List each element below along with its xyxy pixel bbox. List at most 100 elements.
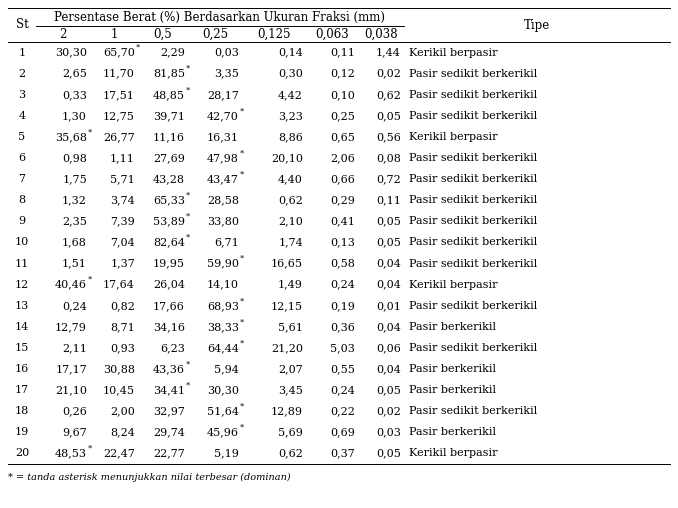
Text: 18: 18 — [15, 406, 29, 416]
Text: 0,04: 0,04 — [376, 279, 401, 290]
Text: 0,62: 0,62 — [278, 449, 303, 458]
Text: 4: 4 — [18, 111, 26, 121]
Text: 51,64: 51,64 — [207, 406, 239, 416]
Text: 38,33: 38,33 — [207, 322, 239, 332]
Text: Kerikil berpasir: Kerikil berpasir — [409, 449, 498, 458]
Text: 6: 6 — [18, 153, 26, 163]
Text: 1,32: 1,32 — [62, 195, 87, 205]
Text: *: * — [88, 129, 92, 136]
Text: 8,24: 8,24 — [110, 427, 135, 437]
Text: Pasir berkerikil: Pasir berkerikil — [409, 427, 496, 437]
Text: Pasir sedikit berkerikil: Pasir sedikit berkerikil — [409, 216, 537, 227]
Text: *: * — [240, 424, 244, 432]
Text: 0,05: 0,05 — [376, 111, 401, 121]
Text: 45,96: 45,96 — [207, 427, 239, 437]
Text: 14: 14 — [15, 322, 29, 332]
Text: 26,04: 26,04 — [153, 279, 185, 290]
Text: Pasir sedikit berkerikil: Pasir sedikit berkerikil — [409, 406, 537, 416]
Text: 32,97: 32,97 — [153, 406, 185, 416]
Text: 0,05: 0,05 — [376, 216, 401, 227]
Text: 9,67: 9,67 — [62, 427, 87, 437]
Text: 0,05: 0,05 — [376, 385, 401, 395]
Text: Pasir sedikit berkerikil: Pasir sedikit berkerikil — [409, 90, 537, 100]
Text: *: * — [186, 234, 191, 242]
Text: 13: 13 — [15, 301, 29, 311]
Text: 0,02: 0,02 — [376, 69, 401, 79]
Text: 17,17: 17,17 — [55, 364, 87, 374]
Text: 0,55: 0,55 — [330, 364, 355, 374]
Text: *: * — [88, 276, 92, 284]
Text: 1,75: 1,75 — [62, 174, 87, 184]
Text: 2,11: 2,11 — [62, 343, 87, 353]
Text: 0,03: 0,03 — [376, 427, 401, 437]
Text: 17,51: 17,51 — [103, 90, 135, 100]
Text: 0,72: 0,72 — [376, 174, 401, 184]
Text: 22,77: 22,77 — [153, 449, 185, 458]
Text: Kerikil berpasir: Kerikil berpasir — [409, 132, 498, 142]
Text: Pasir sedikit berkerikil: Pasir sedikit berkerikil — [409, 69, 537, 79]
Text: *: * — [186, 213, 191, 220]
Text: Persentase Berat (%) Berdasarkan Ukuran Fraksi (mm): Persentase Berat (%) Berdasarkan Ukuran … — [54, 11, 386, 23]
Text: 47,98: 47,98 — [207, 153, 239, 163]
Text: 27,69: 27,69 — [153, 153, 185, 163]
Text: *: * — [240, 255, 244, 263]
Text: 0,69: 0,69 — [330, 427, 355, 437]
Text: 0,33: 0,33 — [62, 90, 87, 100]
Text: 43,28: 43,28 — [153, 174, 185, 184]
Text: *: * — [186, 65, 191, 73]
Text: *: * — [240, 403, 244, 410]
Text: *: * — [240, 107, 244, 115]
Text: 19: 19 — [15, 427, 29, 437]
Text: 20,10: 20,10 — [271, 153, 303, 163]
Text: Pasir sedikit berkerikil: Pasir sedikit berkerikil — [409, 259, 537, 269]
Text: 34,41: 34,41 — [153, 385, 185, 395]
Text: 11,70: 11,70 — [103, 69, 135, 79]
Text: 65,33: 65,33 — [153, 195, 185, 205]
Text: 43,36: 43,36 — [153, 364, 185, 374]
Text: 0,038: 0,038 — [364, 27, 398, 41]
Text: 40,46: 40,46 — [55, 279, 87, 290]
Text: 68,93: 68,93 — [207, 301, 239, 311]
Text: 3,45: 3,45 — [278, 385, 303, 395]
Text: Pasir sedikit berkerikil: Pasir sedikit berkerikil — [409, 174, 537, 184]
Text: 0,62: 0,62 — [376, 90, 401, 100]
Text: 1,51: 1,51 — [62, 259, 87, 269]
Text: 0,29: 0,29 — [330, 195, 355, 205]
Text: 21,20: 21,20 — [271, 343, 303, 353]
Text: 5,71: 5,71 — [111, 174, 135, 184]
Text: 8: 8 — [18, 195, 26, 205]
Text: 1,37: 1,37 — [111, 259, 135, 269]
Text: 1,11: 1,11 — [110, 153, 135, 163]
Text: 5,69: 5,69 — [278, 427, 303, 437]
Text: 0,41: 0,41 — [330, 216, 355, 227]
Text: *: * — [88, 445, 92, 453]
Text: 26,77: 26,77 — [103, 132, 135, 142]
Text: 10: 10 — [15, 237, 29, 247]
Text: 64,44: 64,44 — [207, 343, 239, 353]
Text: * = tanda asterisk menunjukkan nilai terbesar (dominan): * = tanda asterisk menunjukkan nilai ter… — [8, 473, 291, 482]
Text: 2,10: 2,10 — [278, 216, 303, 227]
Text: St: St — [16, 18, 28, 31]
Text: 65,70: 65,70 — [103, 48, 135, 57]
Text: 21,10: 21,10 — [55, 385, 87, 395]
Text: 0,04: 0,04 — [376, 364, 401, 374]
Text: 12,79: 12,79 — [55, 322, 87, 332]
Text: 5,61: 5,61 — [278, 322, 303, 332]
Text: 4,42: 4,42 — [278, 90, 303, 100]
Text: 5,03: 5,03 — [330, 343, 355, 353]
Text: 8,86: 8,86 — [278, 132, 303, 142]
Text: *: * — [240, 339, 244, 347]
Text: 2,06: 2,06 — [330, 153, 355, 163]
Text: 1,74: 1,74 — [278, 237, 303, 247]
Text: 34,16: 34,16 — [153, 322, 185, 332]
Text: 14,10: 14,10 — [207, 279, 239, 290]
Text: Pasir sedikit berkerikil: Pasir sedikit berkerikil — [409, 153, 537, 163]
Text: 42,70: 42,70 — [207, 111, 239, 121]
Text: 0,05: 0,05 — [376, 449, 401, 458]
Text: 0,19: 0,19 — [330, 301, 355, 311]
Text: 53,89: 53,89 — [153, 216, 185, 227]
Text: 43,47: 43,47 — [207, 174, 239, 184]
Text: 3: 3 — [18, 90, 26, 100]
Text: 11,16: 11,16 — [153, 132, 185, 142]
Text: 0,11: 0,11 — [330, 48, 355, 57]
